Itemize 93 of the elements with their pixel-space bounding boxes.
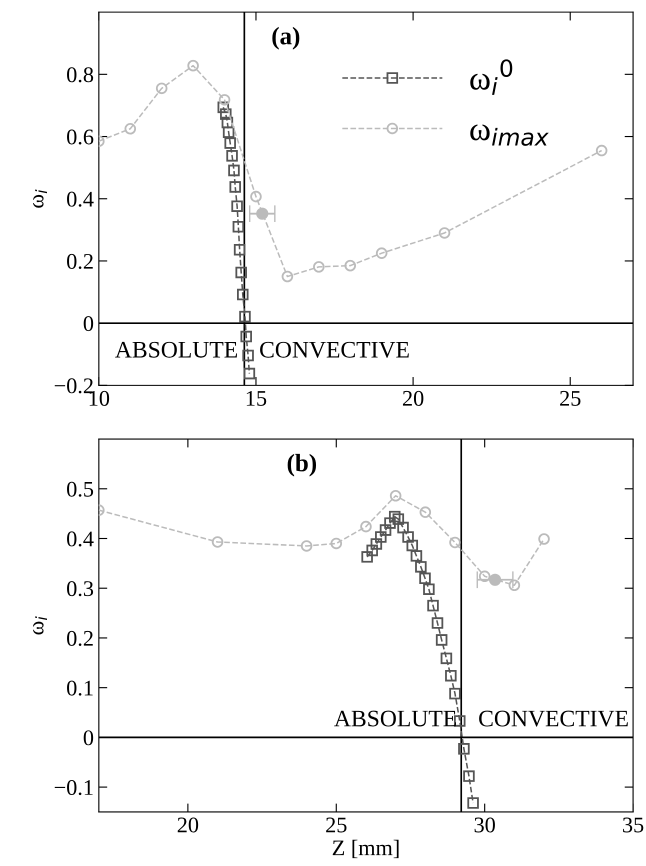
annotation: CONVECTIVE [260,342,409,358]
point [392,513,404,525]
point [220,108,232,120]
point [228,164,240,176]
point [390,490,402,502]
point [375,531,387,543]
point [538,533,550,545]
point [419,572,431,584]
point [508,579,520,592]
legend-label: ω$_{i}$$^{0}$ [470,59,512,95]
point [458,743,470,755]
point [222,116,234,128]
point [244,368,256,380]
legend-label: ω$_{imax}$ [470,124,549,146]
point [427,600,439,612]
point [226,150,238,162]
point [467,797,479,809]
point [212,536,224,548]
point [330,538,342,550]
x-tick-label: 20 [402,390,424,406]
annotation: ABSOLUTE [115,342,237,358]
point [300,540,312,552]
point [234,244,246,256]
y-tick-label: 0 [84,730,94,746]
point [402,531,414,543]
y-axis-title: ω$_{i}$ [32,616,47,635]
point [388,510,401,522]
point [449,536,461,548]
point [250,190,262,202]
point [463,770,475,782]
point [596,144,608,156]
y-tick-label: 0.8 [67,67,94,82]
point [218,102,230,114]
x-tick-label: 15 [246,390,266,406]
y-tick-label: 0.5 [67,482,94,497]
y-tick-label: 0 [84,316,94,332]
point [187,60,199,72]
y-tick-label: 0.4 [67,192,94,207]
x-tick-label: 25 [560,390,580,406]
point [478,570,490,582]
point [415,561,427,573]
point [380,524,392,536]
x-tick-label: 30 [474,817,495,832]
y-tick-label: 0.3 [67,581,94,596]
point [256,208,268,220]
annotation: (a) [272,26,300,50]
point [124,122,136,135]
y-tick-label: 0.1 [67,680,93,696]
annotation: (b) [288,454,316,476]
point [410,550,422,562]
point [231,200,243,212]
point [445,670,457,682]
y-tick-label: −0.1 [54,780,93,796]
point [229,181,241,193]
point [449,688,461,700]
point [156,82,168,94]
y-tick-label: 0.6 [67,129,94,145]
point [361,551,373,563]
point [406,540,418,552]
y-axis-title: ω$_{i}$ [32,190,47,208]
point [423,583,435,595]
point [370,538,382,550]
point [436,634,448,646]
point [376,247,388,259]
point [488,574,502,586]
point [282,270,294,282]
point [242,350,254,362]
point [313,261,325,273]
point [384,517,396,529]
x-axis-title: Z [mm] [332,840,399,858]
point [397,522,409,534]
point [232,220,244,233]
y-tick-label: 0.2 [67,254,93,269]
point [235,266,247,278]
point [420,506,432,518]
point [360,520,372,532]
x-tick-label: 25 [326,818,347,832]
point [237,288,249,300]
point [440,652,452,664]
y-tick-label: 0.2 [67,630,93,646]
point [240,330,252,342]
point [222,126,234,138]
y-tick-label: 0.4 [67,531,94,547]
point [366,544,378,556]
point [344,260,356,272]
x-tick-label: 20 [178,817,198,832]
x-tick-label: 35 [623,818,644,832]
annotation: CONVECTIVE [479,710,628,727]
point [438,227,450,239]
point [239,310,251,322]
point [218,94,230,106]
point [432,617,444,629]
point [224,137,236,149]
